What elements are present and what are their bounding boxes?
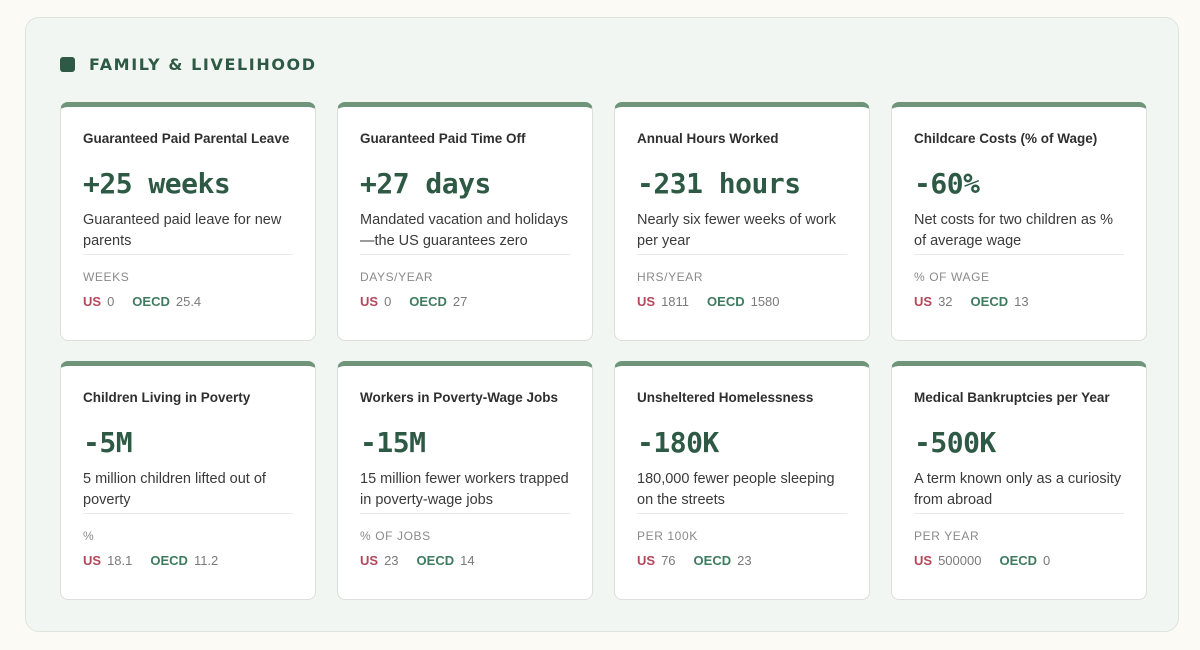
card-description: Mandated vacation and holidays—the US gu… (360, 210, 570, 255)
card-title: Guaranteed Paid Time Off (360, 131, 526, 146)
card-value: -60% (914, 167, 980, 200)
card-title: Annual Hours Worked (637, 131, 779, 146)
oecd-label: OECD (150, 553, 188, 568)
us-value: 23 (384, 553, 399, 568)
oecd-value: 25.4 (175, 294, 202, 309)
card-unit: PER YEAR (914, 529, 980, 543)
card-title: Children Living in Poverty (83, 390, 251, 405)
card-value: +27 days (360, 167, 491, 200)
card-description: Net costs for two children as % of avera… (914, 210, 1124, 255)
us-value: 0 (107, 294, 115, 309)
us-label: US (360, 553, 379, 568)
metric-card-childcare-costs: Childcare Costs (% of Wage) -60% Net cos… (891, 102, 1147, 341)
card-unit: HRS/YEAR (637, 270, 704, 284)
oecd-label: OECD (693, 553, 732, 568)
section-title: FAMILY & LIVELIHOOD (89, 55, 317, 74)
card-unit: % OF JOBS (360, 529, 431, 543)
card-comparison: US 76 OECD 23 (637, 553, 847, 568)
us-label: US (637, 294, 656, 309)
card-description: Guaranteed paid leave for new parents (83, 210, 293, 255)
card-unit: WEEKS (83, 270, 130, 284)
metric-card-child-poverty: Children Living in Poverty -5M 5 million… (60, 361, 316, 600)
us-value: 500000 (938, 553, 982, 568)
metric-card-medical-bankruptcies: Medical Bankruptcies per Year -500K A te… (891, 361, 1147, 600)
oecd-value: 1580 (750, 294, 780, 309)
us-value: 0 (384, 294, 392, 309)
oecd-label: OECD (999, 553, 1038, 568)
metric-card-poverty-wage-jobs: Workers in Poverty-Wage Jobs -15M 15 mil… (337, 361, 593, 600)
oecd-value: 27 (452, 294, 468, 309)
card-unit: PER 100K (637, 529, 698, 543)
card-title: Workers in Poverty-Wage Jobs (360, 390, 559, 405)
oecd-value: 0 (1043, 553, 1051, 568)
card-description: 180,000 fewer people sleeping on the str… (637, 469, 847, 514)
card-title: Unsheltered Homelessness (637, 390, 814, 405)
metric-card-homelessness: Unsheltered Homelessness -180K 180,000 f… (614, 361, 870, 600)
us-value: 32 (938, 294, 953, 309)
us-label: US (914, 553, 933, 568)
card-title: Childcare Costs (% of Wage) (914, 131, 1098, 146)
us-value: 76 (661, 553, 676, 568)
oecd-value: 11.2 (193, 553, 219, 568)
card-title: Medical Bankruptcies per Year (914, 390, 1110, 405)
card-description: 5 million children lifted out of poverty (83, 469, 293, 514)
section-header: FAMILY & LIVELIHOOD (60, 55, 317, 74)
card-unit: % OF WAGE (914, 270, 990, 284)
card-title: Guaranteed Paid Parental Leave (83, 131, 290, 146)
section-panel: FAMILY & LIVELIHOOD Guaranteed Paid Pare… (25, 17, 1179, 632)
card-unit: % (83, 529, 95, 543)
card-comparison: US 0 OECD 27 (360, 294, 570, 309)
us-label: US (83, 294, 102, 309)
card-comparison: US 23 OECD 14 (360, 553, 570, 568)
card-description: A term known only as a curiosity from ab… (914, 469, 1124, 514)
card-comparison: US 32 OECD 13 (914, 294, 1124, 309)
us-label: US (914, 294, 933, 309)
card-comparison: US 500000 OECD 0 (914, 553, 1124, 568)
card-comparison: US 18.1 OECD 11.2 (83, 553, 293, 568)
metric-card-annual-hours: Annual Hours Worked -231 hours Nearly si… (614, 102, 870, 341)
oecd-value: 23 (737, 553, 752, 568)
metric-card-paid-time-off: Guaranteed Paid Time Off +27 days Mandat… (337, 102, 593, 341)
card-description: Nearly six fewer weeks of work per year (637, 210, 847, 255)
card-description: 15 million fewer workers trapped in pove… (360, 469, 570, 514)
oecd-label: OECD (409, 294, 447, 309)
card-unit: DAYS/YEAR (360, 270, 434, 284)
oecd-label: OECD (970, 294, 1009, 309)
card-value: -500K (914, 426, 996, 459)
section-square-icon (60, 57, 75, 72)
us-label: US (637, 553, 656, 568)
card-value: -180K (637, 426, 719, 459)
card-value: -5M (83, 426, 133, 459)
card-comparison: US 1811 OECD 1580 (637, 294, 847, 309)
card-comparison: US 0 OECD 25.4 (83, 294, 293, 309)
us-label: US (360, 294, 379, 309)
oecd-value: 13 (1014, 294, 1029, 309)
us-value: 1811 (661, 294, 690, 309)
metric-grid: Guaranteed Paid Parental Leave +25 weeks… (60, 102, 1147, 600)
metric-card-parental-leave: Guaranteed Paid Parental Leave +25 weeks… (60, 102, 316, 341)
us-value: 18.1 (107, 553, 133, 568)
card-value: +25 weeks (83, 167, 231, 200)
oecd-label: OECD (416, 553, 455, 568)
card-value: -231 hours (637, 167, 801, 200)
card-value: -15M (360, 426, 426, 459)
oecd-value: 14 (460, 553, 475, 568)
oecd-label: OECD (707, 294, 745, 309)
us-label: US (83, 553, 102, 568)
oecd-label: OECD (132, 294, 170, 309)
